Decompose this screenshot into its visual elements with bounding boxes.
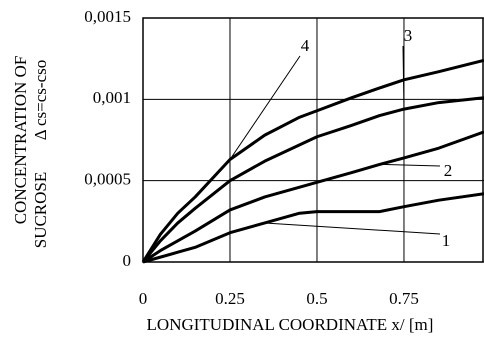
- leader-line: [229, 55, 301, 160]
- plot-frame: [142, 17, 484, 263]
- y-tick-label: 0,0005: [84, 170, 131, 189]
- series-label: 1: [442, 231, 451, 250]
- x-tick-label: 0.75: [389, 289, 419, 308]
- leader-line: [379, 163, 441, 167]
- series-label: 2: [444, 161, 453, 180]
- x-axis-label: LONGITUDINAL COORDINATE x/ [m]: [147, 315, 434, 334]
- series-label: 3: [404, 26, 413, 45]
- y-axis-label: Δ cs=cs-cso: [31, 60, 50, 140]
- data-line: [142, 192, 484, 264]
- series-label: 4: [301, 36, 310, 55]
- y-tick-label: 0: [123, 251, 132, 270]
- y-axis-label: CONCENTRATION OF: [11, 56, 30, 225]
- y-axis-label: SUCROSE: [31, 172, 50, 249]
- y-tick-label: 0,0015: [84, 7, 131, 26]
- leader-line: [402, 45, 405, 110]
- x-tick-label: 0.5: [306, 289, 327, 308]
- data-line: [142, 130, 484, 264]
- x-tick-label: 0.25: [215, 289, 245, 308]
- leader-line: [264, 222, 441, 235]
- x-tick-label: 0: [139, 289, 148, 308]
- data-line: [141, 96, 484, 263]
- data-line: [141, 58, 484, 263]
- y-tick-label: 0,001: [93, 88, 131, 107]
